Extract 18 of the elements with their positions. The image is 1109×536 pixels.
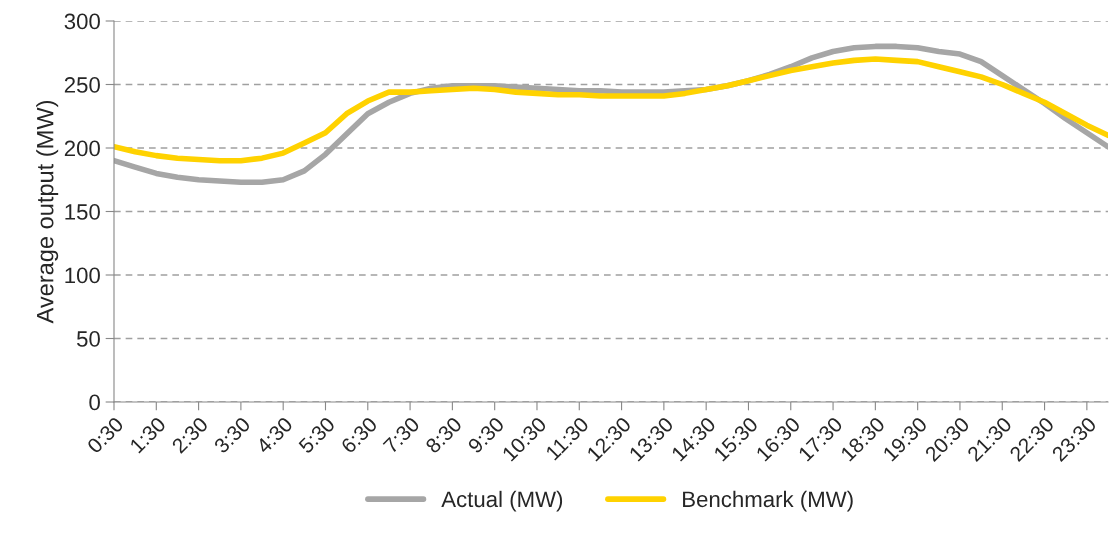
y-tick-label: 0 bbox=[89, 394, 100, 411]
y-tick-label: 50 bbox=[76, 331, 100, 347]
legend-label: Actual (MW) bbox=[441, 490, 563, 512]
x-tick-label: 9:30 bbox=[467, 416, 505, 454]
x-tick-label: 3:30 bbox=[213, 416, 252, 455]
x-tick-label: 4:30 bbox=[255, 416, 294, 455]
x-tick-label: 7:30 bbox=[382, 416, 421, 454]
x-tick-label: 0:30 bbox=[86, 416, 125, 455]
y-tick-label: 300 bbox=[64, 13, 100, 30]
y-tick-label: 100 bbox=[65, 267, 100, 284]
y-axis-title: Average output (MW) bbox=[36, 100, 59, 324]
x-tick-label: 6:30 bbox=[340, 416, 379, 454]
y-tick-label: 150 bbox=[65, 204, 100, 220]
y-tick-label: 250 bbox=[64, 77, 100, 93]
legend-label: Benchmark (MW) bbox=[683, 490, 853, 512]
y-tick-label: 200 bbox=[64, 140, 100, 157]
x-tick-label: 8:30 bbox=[424, 416, 463, 455]
x-tick-label: 5:30 bbox=[297, 416, 336, 455]
